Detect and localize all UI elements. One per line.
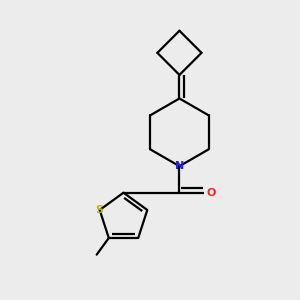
Text: S: S [96,205,104,215]
Text: O: O [206,188,216,198]
Text: N: N [175,161,184,171]
